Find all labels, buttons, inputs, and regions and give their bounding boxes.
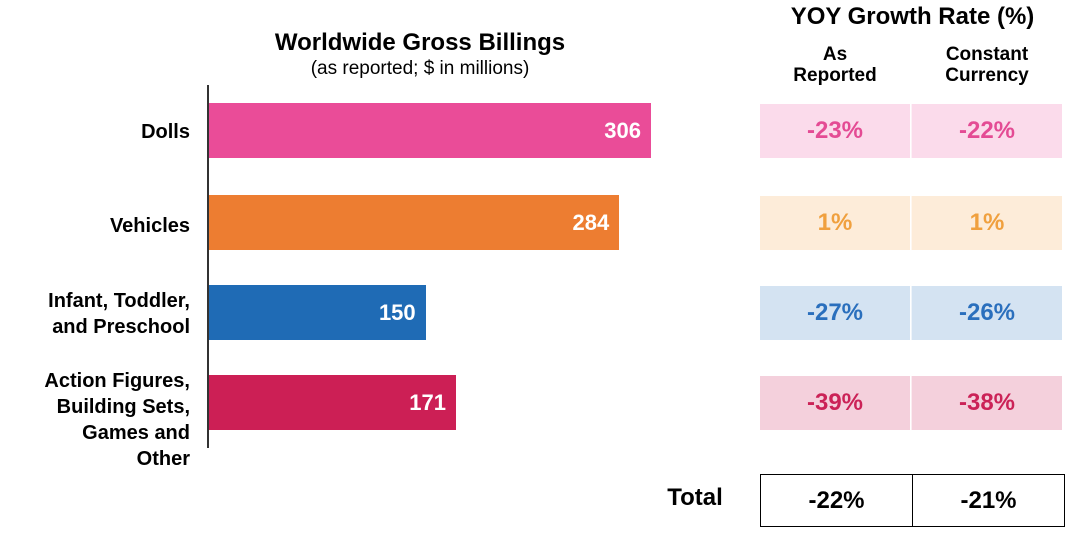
total-row: -22% -21%: [760, 474, 1065, 527]
column-header-line: Reported: [793, 65, 877, 86]
category-label: Infant, Toddler, and Preschool: [0, 288, 190, 340]
yoy-cell-as-reported: -23%: [760, 104, 910, 158]
bar-value-label: 171: [409, 390, 446, 415]
category-label-line: Vehicles: [109, 215, 190, 237]
category-label-line: Other: [136, 448, 190, 470]
yoy-cell-constant-currency: -26%: [911, 286, 1062, 340]
category-label-line: Infant, Toddler,: [48, 290, 190, 312]
column-header-constant-currency: Constant Currency: [912, 44, 1062, 86]
total-label: Total: [667, 484, 723, 511]
total-constant-currency: -21%: [912, 475, 1064, 526]
category-label-line: Building Sets,: [56, 396, 190, 418]
column-header-line: As: [822, 44, 848, 65]
bar-value-label: 150: [378, 300, 416, 325]
category-label-line: Action Figures,: [44, 370, 190, 392]
yoy-cell-as-reported: -39%: [760, 376, 910, 430]
bar-value-label: 284: [572, 210, 610, 235]
column-header-line: Constant: [945, 44, 1029, 65]
category-label: Vehicles: [0, 213, 190, 239]
yoy-cell-constant-currency: 1%: [911, 196, 1062, 250]
yoy-cell-constant-currency: -38%: [911, 376, 1062, 430]
chart-title: Worldwide Gross Billings: [274, 29, 566, 56]
column-header-as-reported: As Reported: [760, 44, 910, 86]
yoy-cell-as-reported: 1%: [760, 196, 910, 250]
bar: 284: [209, 195, 620, 250]
yoy-cell-constant-currency: -22%: [911, 104, 1062, 158]
bar: 171: [209, 375, 456, 430]
yoy-cell-as-reported: -27%: [760, 286, 910, 340]
category-label-line: Games and: [82, 422, 190, 444]
total-as-reported: -22%: [808, 487, 865, 514]
category-label-line: and Preschool: [52, 316, 190, 338]
category-label: Dolls: [0, 119, 190, 145]
column-header-line: Currency: [945, 65, 1029, 86]
category-label-line: Dolls: [141, 121, 190, 143]
bar-value-label: 306: [604, 118, 641, 143]
category-label: Action Figures, Building Sets, Games and Ot…: [0, 368, 190, 472]
chart-subtitle: (as reported; $ in millions): [310, 58, 530, 79]
bar: 306: [209, 103, 651, 158]
category-axis-line: [207, 85, 209, 448]
yoy-table-title: YOY Growth Rate (%): [790, 3, 1035, 30]
bar: 150: [209, 285, 426, 340]
